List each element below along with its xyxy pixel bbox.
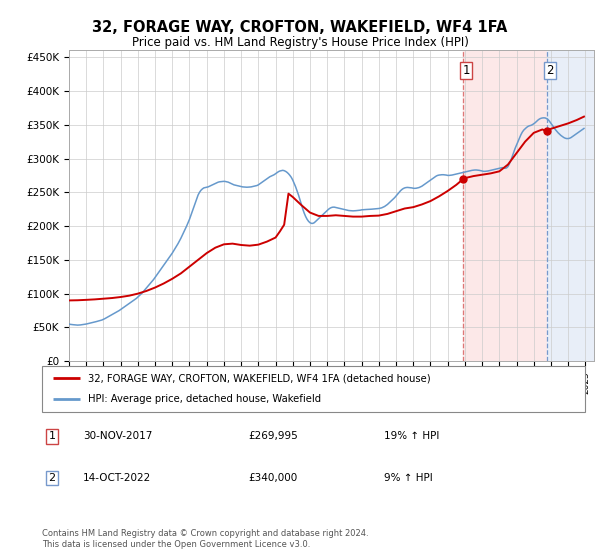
Text: £340,000: £340,000 <box>248 473 298 483</box>
Text: Price paid vs. HM Land Registry's House Price Index (HPI): Price paid vs. HM Land Registry's House … <box>131 36 469 49</box>
Text: 32, FORAGE WAY, CROFTON, WAKEFIELD, WF4 1FA (detached house): 32, FORAGE WAY, CROFTON, WAKEFIELD, WF4 … <box>88 373 431 383</box>
FancyBboxPatch shape <box>42 366 585 412</box>
Text: HPI: Average price, detached house, Wakefield: HPI: Average price, detached house, Wake… <box>88 394 321 404</box>
Text: 2: 2 <box>546 64 554 77</box>
Text: Contains HM Land Registry data © Crown copyright and database right 2024.
This d: Contains HM Land Registry data © Crown c… <box>42 529 368 549</box>
Text: 14-OCT-2022: 14-OCT-2022 <box>83 473 151 483</box>
Text: 32, FORAGE WAY, CROFTON, WAKEFIELD, WF4 1FA: 32, FORAGE WAY, CROFTON, WAKEFIELD, WF4 … <box>92 20 508 35</box>
Text: 9% ↑ HPI: 9% ↑ HPI <box>384 473 433 483</box>
Text: 1: 1 <box>49 431 56 441</box>
Bar <box>463 50 547 361</box>
Text: 2: 2 <box>49 473 56 483</box>
Text: 30-NOV-2017: 30-NOV-2017 <box>83 431 152 441</box>
Bar <box>547 50 594 361</box>
Text: 1: 1 <box>463 64 470 77</box>
Text: £269,995: £269,995 <box>248 431 298 441</box>
Text: 19% ↑ HPI: 19% ↑ HPI <box>384 431 439 441</box>
